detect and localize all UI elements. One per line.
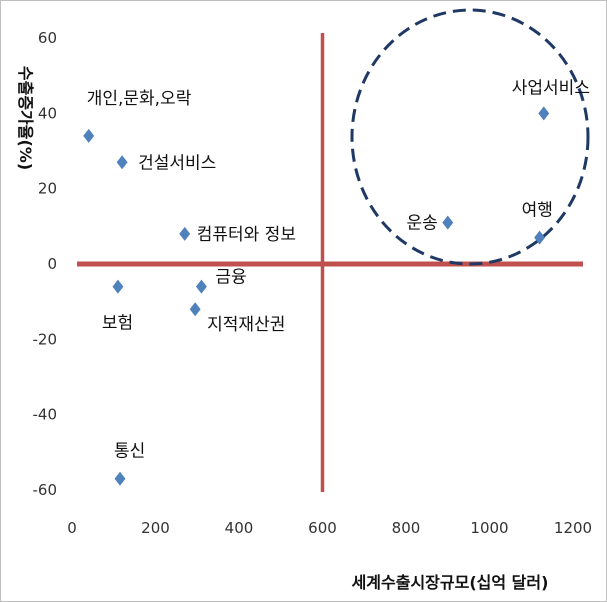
data-point-marker [195, 279, 207, 294]
data-point-label: 통신 [114, 442, 145, 462]
data-point-label: 개인,문화,오락 [87, 89, 192, 109]
x-tick-label: 600 [308, 519, 337, 537]
data-point-label: 컴퓨터와 정보 [197, 225, 296, 245]
y-tick-label: 40 [38, 104, 57, 122]
data-point-marker [442, 215, 454, 230]
x-axis-title: 세계수출시장규모(십억 달러) [352, 573, 549, 592]
data-points [83, 106, 550, 486]
data-point-marker [83, 128, 95, 143]
highlight-circle [350, 8, 590, 266]
data-point-marker [116, 155, 128, 170]
data-point-marker [114, 471, 126, 486]
x-tick-label: 1200 [554, 519, 592, 537]
data-point-label: 운송 [406, 214, 437, 234]
quadrant-lines [77, 33, 583, 492]
x-tick-label: 400 [225, 519, 254, 537]
data-point-marker [179, 226, 191, 241]
x-axis-ticks: 0 200 400 600 800 1000 1200 [67, 519, 592, 537]
y-tick-label: 0 [47, 255, 57, 273]
data-point-label: 보험 [102, 314, 133, 334]
data-point-label: 지적재산권 [207, 315, 285, 335]
y-tick-label: -20 [33, 330, 58, 348]
data-point-label: 사업서비스 [512, 78, 590, 98]
x-tick-label: 0 [67, 519, 77, 537]
data-point-label: 금융 [215, 268, 246, 288]
y-tick-label: -60 [33, 481, 58, 499]
x-tick-label: 800 [392, 519, 421, 537]
data-point-marker [189, 302, 201, 317]
y-tick-label: -40 [33, 406, 58, 424]
y-tick-label: 60 [38, 29, 57, 47]
x-tick-label: 200 [141, 519, 170, 537]
y-axis-ticks: -60 -40 -20 0 20 40 60 [33, 29, 58, 499]
data-point-marker [112, 279, 124, 294]
data-point-label: 여행 [522, 201, 553, 221]
y-axis-title: 수출증가율(%) [16, 66, 35, 170]
y-tick-label: 20 [38, 180, 57, 198]
x-tick-label: 1000 [470, 519, 508, 537]
data-point-label: 건설서비스 [138, 153, 216, 173]
data-point-marker [534, 230, 546, 245]
data-point-marker [538, 106, 550, 121]
